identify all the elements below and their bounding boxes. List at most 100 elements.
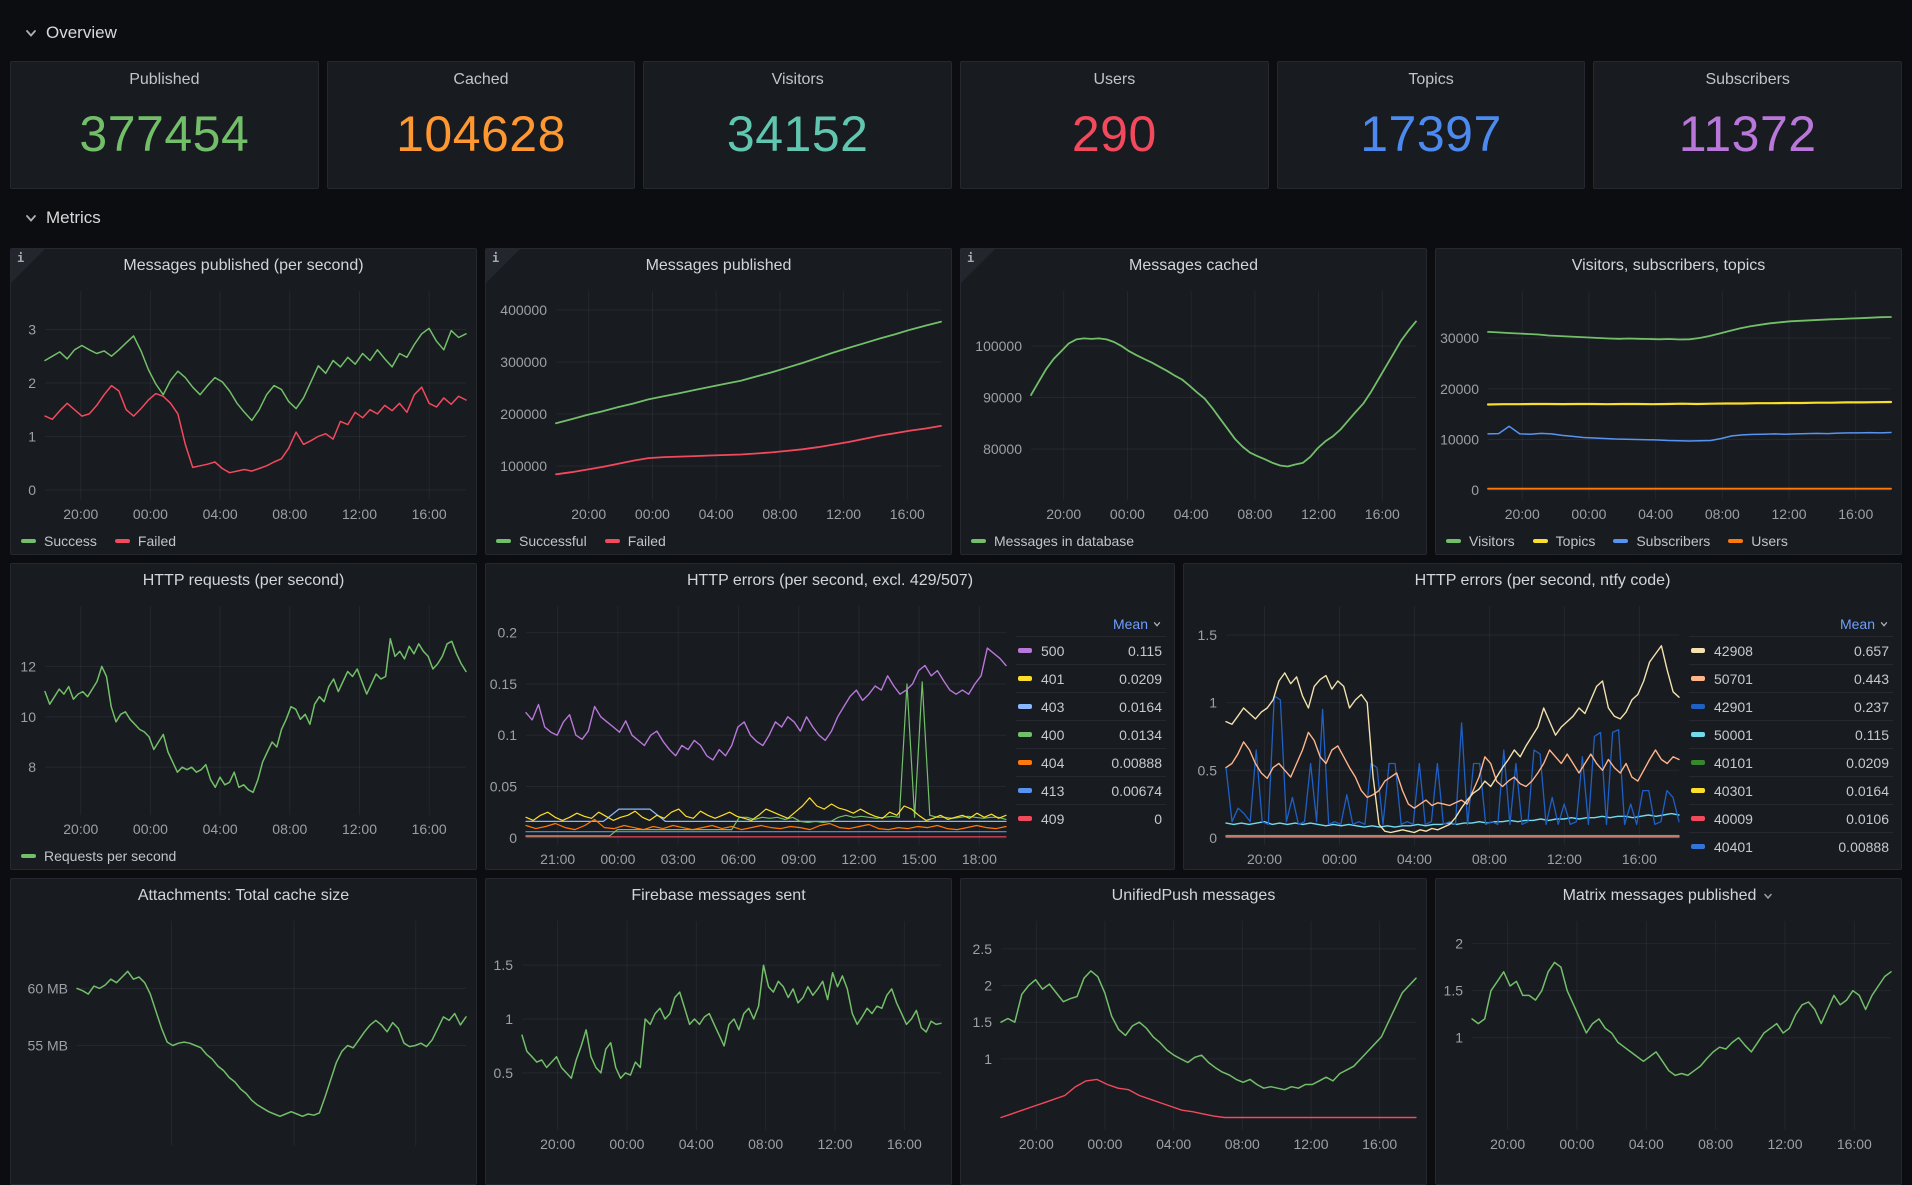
time-series-chart[interactable]: 1.5 1 0.5 20:00 00:00 04:00 08:00 12:00 16:00 bbox=[486, 913, 951, 1156]
mean-sort-header[interactable]: Mean bbox=[1016, 612, 1166, 636]
panel-title[interactable]: Cached bbox=[453, 71, 509, 88]
time-series-chart[interactable]: 3 2 1 0 20:00 00:00 04:00 08:00 12:00 16:00 bbox=[11, 283, 476, 526]
svg-text:12: 12 bbox=[20, 658, 36, 674]
series-color-swatch bbox=[604, 539, 620, 543]
legend-item[interactable]: Subscribers bbox=[1613, 533, 1710, 549]
legend-table-row[interactable]: 400 0.0134 bbox=[1016, 720, 1166, 748]
time-series-chart[interactable]: 1.5 1 0.5 0 20:00 00:00 04:00 08:00 12:00 16:00 bbox=[1184, 598, 1689, 870]
series-color-swatch bbox=[1018, 648, 1032, 653]
series-color-swatch bbox=[1691, 732, 1705, 737]
svg-text:12:00: 12:00 bbox=[342, 506, 377, 522]
mean-sort-header[interactable]: Mean bbox=[1689, 612, 1893, 636]
legend-item[interactable]: Messages in database bbox=[971, 533, 1134, 549]
legend-item[interactable]: Successful bbox=[496, 533, 587, 549]
section-header-metrics[interactable]: Metrics bbox=[24, 205, 1902, 231]
svg-text:20000: 20000 bbox=[1440, 381, 1479, 397]
panel-title[interactable]: Matrix messages published bbox=[1436, 879, 1901, 913]
legend-table-row[interactable]: 40009 0.0106 bbox=[1689, 804, 1893, 832]
legend-table-row[interactable]: 50701 0.443 bbox=[1689, 664, 1893, 692]
stat-value: 290 bbox=[1071, 105, 1157, 162]
legend-item[interactable]: Topics bbox=[1532, 533, 1595, 549]
panel-unifiedpush-messages: UnifiedPush messages 2.5 2 1.5 1 20:00 00:00 0… bbox=[960, 878, 1427, 1185]
svg-text:16:00: 16:00 bbox=[1837, 1136, 1872, 1152]
panel-title[interactable]: Subscribers bbox=[1705, 71, 1790, 88]
svg-text:12:00: 12:00 bbox=[841, 851, 876, 867]
panel-title[interactable]: Messages cached bbox=[1129, 257, 1258, 274]
series-color-swatch bbox=[1613, 539, 1629, 543]
time-series-chart[interactable]: 12 10 8 20:00 00:00 04:00 08:00 12:00 16:00 bbox=[11, 598, 476, 841]
legend-item[interactable]: Requests per second bbox=[21, 848, 176, 864]
legend-table-row[interactable]: 40301 0.0164 bbox=[1689, 776, 1893, 804]
legend-table-row[interactable]: 500 0.115 bbox=[1016, 636, 1166, 664]
panel-title[interactable]: Attachments: Total cache size bbox=[137, 887, 350, 904]
panel-title[interactable]: Users bbox=[1093, 71, 1136, 88]
legend-item[interactable]: Failed bbox=[604, 533, 666, 549]
legend-table-row[interactable]: 42908 0.657 bbox=[1689, 636, 1893, 664]
time-series-chart[interactable]: 0.2 0.15 0.1 0.05 0 21:00 00:00 03:00 06:00 09:00… bbox=[486, 598, 1016, 870]
stat-value: 104628 bbox=[396, 105, 566, 162]
panel-title[interactable]: HTTP errors (per second, excl. 429/507) bbox=[686, 572, 974, 589]
stat-value: 17397 bbox=[1360, 105, 1502, 162]
panel-title[interactable]: Topics bbox=[1408, 71, 1454, 88]
legend-table-row[interactable]: 40401 0.00888 bbox=[1689, 832, 1893, 860]
svg-text:20:00: 20:00 bbox=[1046, 506, 1081, 522]
svg-text:04:00: 04:00 bbox=[1156, 1136, 1191, 1152]
stat-panel-visitors: Visitors 34152 bbox=[643, 61, 953, 189]
svg-text:04:00: 04:00 bbox=[699, 506, 734, 522]
svg-text:08:00: 08:00 bbox=[1698, 1136, 1733, 1152]
time-series-chart[interactable]: 2.5 2 1.5 1 20:00 00:00 04:00 08:00 12:00 16:00 bbox=[961, 913, 1426, 1156]
svg-text:0: 0 bbox=[28, 482, 36, 498]
chevron-down-icon bbox=[1879, 619, 1889, 629]
legend-table-row[interactable]: 404 0.00888 bbox=[1016, 748, 1166, 776]
svg-text:20:00: 20:00 bbox=[63, 506, 98, 522]
legend-table-row[interactable]: 409 0 bbox=[1016, 804, 1166, 832]
legend-table-row[interactable]: 50001 0.115 bbox=[1689, 720, 1893, 748]
svg-text:80000: 80000 bbox=[983, 441, 1022, 457]
legend-item[interactable]: Users bbox=[1728, 533, 1788, 549]
time-series-chart[interactable]: 30000 20000 10000 0 20:00 00:00 04:00 08:00 12:0… bbox=[1436, 283, 1901, 526]
time-series-chart[interactable]: 60 MB 55 MB bbox=[11, 913, 476, 1156]
legend-table-row[interactable]: 42901 0.237 bbox=[1689, 692, 1893, 720]
time-series-chart[interactable]: 400000 300000 200000 100000 20:00 00:00 04:00 0… bbox=[486, 283, 951, 526]
chevron-down-icon bbox=[24, 211, 38, 225]
svg-text:00:00: 00:00 bbox=[1087, 1136, 1122, 1152]
legend-table-row[interactable]: 403 0.0164 bbox=[1016, 692, 1166, 720]
svg-text:0: 0 bbox=[1471, 482, 1479, 498]
legend-table-row[interactable]: 401 0.0209 bbox=[1016, 664, 1166, 692]
svg-text:20:00: 20:00 bbox=[1247, 851, 1282, 867]
svg-text:12:00: 12:00 bbox=[1301, 506, 1336, 522]
svg-text:12:00: 12:00 bbox=[1772, 506, 1807, 522]
panel-title[interactable]: Visitors, subscribers, topics bbox=[1571, 257, 1766, 274]
stat-value: 11372 bbox=[1678, 105, 1817, 162]
svg-text:00:00: 00:00 bbox=[609, 1136, 644, 1152]
svg-text:20:00: 20:00 bbox=[1505, 506, 1540, 522]
panel-title[interactable]: Visitors bbox=[771, 71, 824, 88]
legend-item[interactable]: Visitors bbox=[1446, 533, 1515, 549]
svg-text:0.05: 0.05 bbox=[490, 779, 517, 795]
legend-item[interactable]: Success bbox=[21, 533, 97, 549]
panel-title[interactable]: UnifiedPush messages bbox=[1111, 887, 1276, 904]
series-color-swatch bbox=[1018, 760, 1032, 765]
panel-title[interactable]: Messages published (per second) bbox=[123, 257, 364, 274]
svg-text:04:00: 04:00 bbox=[1629, 1136, 1664, 1152]
svg-text:08:00: 08:00 bbox=[1237, 506, 1272, 522]
svg-text:400000: 400000 bbox=[500, 302, 547, 318]
svg-text:0.2: 0.2 bbox=[498, 625, 518, 641]
section-header-overview[interactable]: Overview bbox=[24, 20, 1902, 46]
chevron-down-icon bbox=[1152, 619, 1162, 629]
panel-http-errors-code: HTTP errors (per second, excl. 429/507) … bbox=[485, 563, 1175, 870]
panel-title[interactable]: HTTP requests (per second) bbox=[142, 572, 345, 589]
panel-title[interactable]: HTTP errors (per second, ntfy code) bbox=[1414, 572, 1671, 589]
time-series-chart[interactable]: 2 1.5 1 20:00 00:00 04:00 08:00 12:00 16:00 bbox=[1436, 913, 1901, 1156]
legend-table-row[interactable]: 40101 0.0209 bbox=[1689, 748, 1893, 776]
svg-text:18:00: 18:00 bbox=[962, 851, 997, 867]
panel-title[interactable]: Published bbox=[129, 71, 200, 88]
series-color-swatch bbox=[1691, 760, 1705, 765]
legend-table-row[interactable]: 413 0.00674 bbox=[1016, 776, 1166, 804]
panel-title[interactable]: Messages published bbox=[645, 257, 792, 274]
svg-text:60 MB: 60 MB bbox=[28, 980, 68, 996]
time-series-chart[interactable]: 100000 90000 80000 20:00 00:00 04:00 08:00 12:0… bbox=[961, 283, 1426, 526]
legend-item[interactable]: Failed bbox=[114, 533, 176, 549]
svg-text:90000: 90000 bbox=[983, 390, 1022, 406]
panel-title[interactable]: Firebase messages sent bbox=[631, 887, 806, 904]
